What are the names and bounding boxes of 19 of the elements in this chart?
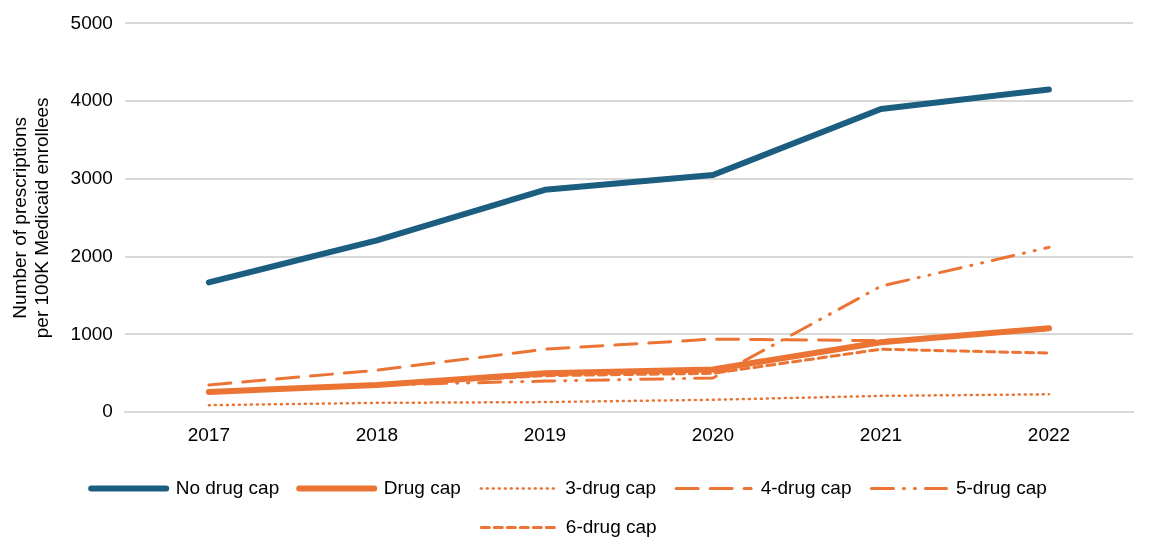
y-axis-title: Number of prescriptions per 100K Medicaid enrollees: [8, 97, 53, 339]
y-tick-label: 0: [102, 400, 113, 422]
y-tick-label: 3000: [70, 167, 113, 189]
y-tick-label: 1000: [70, 322, 113, 344]
x-tick-label: 2021: [859, 423, 903, 445]
x-tick-label: 2022: [1027, 423, 1071, 445]
legend-label: 5-drug cap: [955, 476, 1047, 498]
y-tick-label: 4000: [70, 89, 113, 111]
x-tick-label: 2017: [187, 423, 231, 445]
legend-label: Drug cap: [383, 476, 461, 498]
legend-label: 6-drug cap: [565, 515, 657, 537]
x-tick-label: 2020: [691, 423, 735, 445]
x-tick-label: 2019: [523, 423, 567, 445]
legend-label: No drug cap: [175, 476, 280, 498]
x-tick-label: 2018: [355, 423, 399, 445]
legend-label: 3-drug cap: [565, 476, 657, 498]
legend-label: 4-drug cap: [760, 476, 852, 498]
y-tick-label: 5000: [70, 11, 113, 33]
y-tick-label: 2000: [70, 244, 113, 266]
